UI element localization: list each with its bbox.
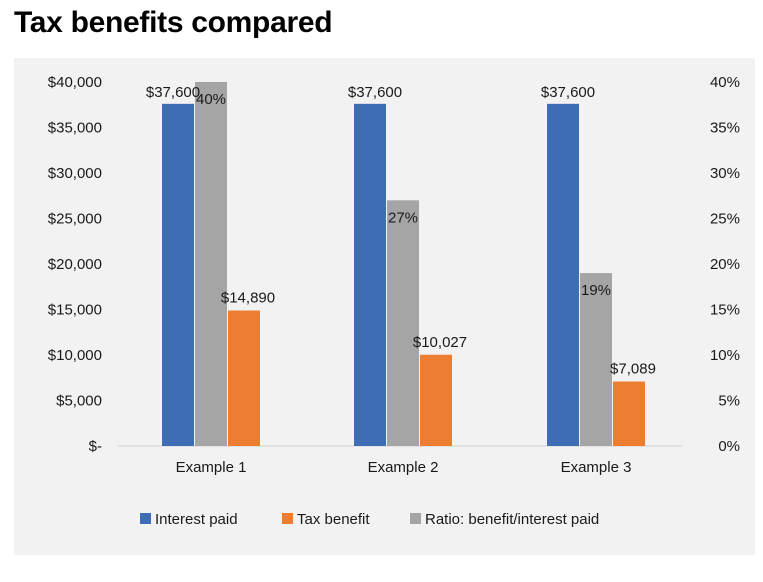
- bar-tax-benefit-3: [613, 381, 645, 446]
- y-left-tick-label: $35,000: [48, 120, 102, 137]
- x-category-label: Example 1: [176, 459, 247, 476]
- bar-interest-paid-1: [162, 103, 194, 446]
- legend-swatch: [140, 513, 151, 524]
- y-right-tick-label: 30%: [710, 165, 740, 182]
- legend-label: Tax benefit: [297, 511, 370, 528]
- bar-interest-paid-3: [547, 103, 579, 446]
- data-label: $37,600: [541, 84, 595, 101]
- y-right-tick-label: 10%: [710, 347, 740, 364]
- y-left-tick-label: $20,000: [48, 256, 102, 273]
- data-label: $10,027: [413, 334, 467, 351]
- data-label: $37,600: [146, 84, 200, 101]
- data-label: $14,890: [221, 290, 275, 307]
- y-left-tick-label: $-: [89, 438, 102, 455]
- y-left-tick-label: $40,000: [48, 74, 102, 91]
- bar-ratio-benefit-interest-paid-1: [195, 82, 227, 446]
- bar-interest-paid-2: [354, 103, 386, 446]
- bar-ratio-benefit-interest-paid-3: [580, 273, 612, 446]
- x-category-label: Example 2: [368, 459, 439, 476]
- y-right-tick-label: 20%: [710, 256, 740, 273]
- data-label: 40%: [196, 91, 226, 108]
- data-label: 27%: [388, 209, 418, 226]
- data-label: 19%: [581, 282, 611, 299]
- legend-swatch: [410, 513, 421, 524]
- y-left-tick-label: $30,000: [48, 165, 102, 182]
- bar-ratio-benefit-interest-paid-2: [387, 200, 419, 446]
- legend-label: Ratio: benefit/interest paid: [425, 511, 599, 528]
- y-left-tick-label: $25,000: [48, 211, 102, 228]
- y-right-tick-label: 35%: [710, 120, 740, 137]
- data-label: $37,600: [348, 84, 402, 101]
- y-right-tick-label: 25%: [710, 211, 740, 228]
- y-right-tick-label: 40%: [710, 74, 740, 91]
- y-right-tick-label: 15%: [710, 302, 740, 319]
- y-left-tick-label: $10,000: [48, 347, 102, 364]
- bar-tax-benefit-2: [420, 354, 452, 446]
- x-category-label: Example 3: [561, 459, 632, 476]
- bar-tax-benefit-1: [228, 310, 260, 446]
- data-label: $7,089: [610, 360, 656, 377]
- y-right-tick-label: 5%: [718, 393, 740, 410]
- y-right-tick-label: 0%: [718, 438, 740, 455]
- y-left-tick-label: $15,000: [48, 302, 102, 319]
- legend-label: Interest paid: [155, 511, 238, 528]
- y-left-tick-label: $5,000: [56, 393, 102, 410]
- chart-title: Tax benefits compared: [14, 6, 333, 39]
- legend-swatch: [282, 513, 293, 524]
